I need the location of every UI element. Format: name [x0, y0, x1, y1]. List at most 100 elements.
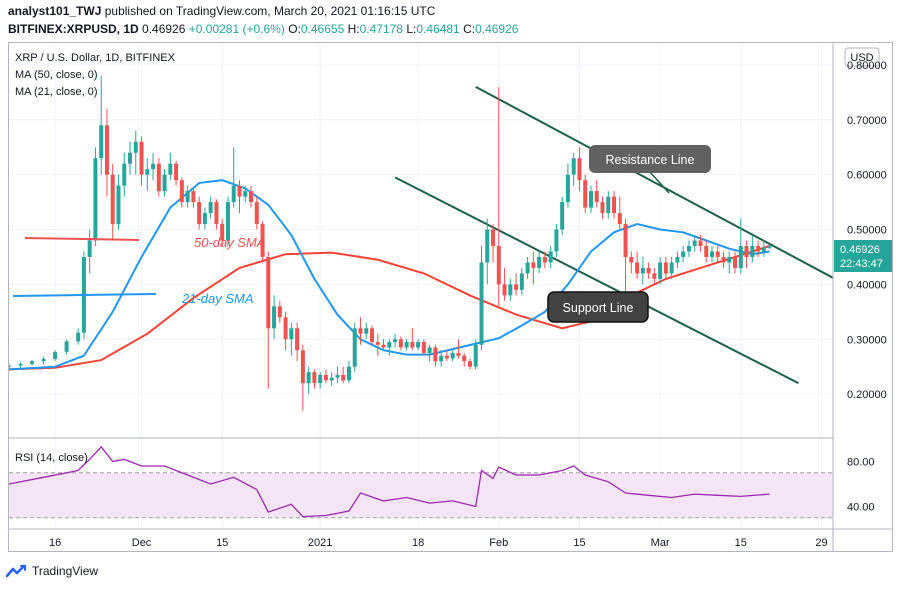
candle-body [318, 374, 323, 384]
sma50-marker-line [24, 237, 140, 241]
candle-body [179, 180, 184, 203]
time-axis[interactable]: 16 Dec 15 2021 18 Feb 15 Mar 15 29 [49, 537, 828, 549]
author-name[interactable]: analyst101_TWJ [8, 4, 102, 18]
price-tick-label: 0.80000 [847, 60, 887, 72]
time-tick-label: 2021 [308, 537, 332, 549]
candle-body [738, 245, 743, 268]
candle-body [346, 366, 351, 381]
candle-body [479, 262, 484, 345]
candle-body [600, 202, 605, 214]
price-change: +0.00281 (+0.6%) [188, 22, 285, 36]
candle-body [41, 359, 46, 362]
footer-brand[interactable]: TradingView [32, 564, 99, 578]
candle-body [266, 256, 271, 329]
candle-body [560, 202, 565, 230]
candle-body [323, 374, 328, 381]
candle-body [352, 328, 357, 367]
sma50-annotation: 50-day SMA [194, 235, 266, 250]
rsi-tick-label: 80.00 [847, 457, 875, 469]
candle-body [370, 328, 375, 342]
candle-body [715, 251, 720, 257]
price-axis[interactable]: 0.80000 0.70000 0.60000 0.50000 0.40000 0.300… [847, 60, 887, 401]
candle-body [675, 256, 680, 263]
chart-frame: XRP / U.S. Dollar, 1D, BITFINEX MA (50, … [7, 42, 893, 552]
candle-body [404, 341, 409, 348]
candle-body [450, 352, 455, 359]
candle-body [243, 191, 248, 197]
time-tick-label: 18 [412, 537, 424, 549]
high-label: H: [347, 22, 360, 36]
candle-body [225, 202, 230, 241]
time-tick-label: 16 [49, 537, 61, 549]
candle-body [393, 339, 398, 342]
candle-body [295, 328, 300, 351]
candle-body [312, 372, 317, 384]
candle-body [260, 224, 265, 257]
candle-body [588, 191, 593, 208]
candle-body [617, 213, 622, 225]
candles [7, 75, 772, 411]
tradingview-logo-icon[interactable] [6, 564, 28, 578]
candle-body [554, 229, 559, 252]
candle-body [761, 247, 766, 252]
sma21-annotation: 21-day SMA [181, 291, 254, 306]
candle-body [594, 191, 599, 203]
candle-body [433, 347, 438, 362]
rsi-band-fill [9, 472, 833, 518]
candle-body [208, 202, 213, 214]
candle-body [727, 256, 732, 263]
open-label: O: [288, 22, 301, 36]
candle-body [704, 245, 709, 257]
currency-label: USD [850, 52, 873, 64]
low-value: 0.46481 [416, 22, 460, 36]
candle-body [104, 125, 109, 175]
footer: TradingView [6, 564, 98, 578]
resistance-pointer [648, 170, 670, 194]
price-chart[interactable]: XRP / U.S. Dollar, 1D, BITFINEX MA (50, … [7, 43, 892, 551]
candle-body [525, 262, 530, 274]
candle-body [18, 363, 23, 366]
candle-body [87, 240, 92, 257]
last-price-badge [834, 240, 892, 272]
ma50-legend: MA (50, close, 0) [15, 69, 98, 81]
candle-body [387, 341, 392, 348]
rsi-tick-label: 40.00 [847, 502, 875, 514]
candle-body [122, 163, 127, 186]
support-label: Support Line [563, 301, 634, 315]
candle-body [640, 267, 645, 274]
chart-title: XRP / U.S. Dollar, 1D, BITFINEX [15, 52, 176, 64]
candle-body [502, 284, 507, 296]
candle-body [174, 163, 179, 181]
candle-body [485, 229, 490, 263]
candle-body [410, 341, 415, 348]
candle-body [583, 180, 588, 208]
candle-body [99, 125, 104, 159]
candle-body [76, 332, 81, 342]
candle-body [335, 374, 340, 378]
candle-body [612, 196, 617, 214]
currency-badge[interactable] [844, 47, 880, 67]
candle-body [491, 229, 496, 246]
time-tick-label: 15 [735, 537, 747, 549]
candle-body [214, 202, 219, 225]
candle-body [151, 163, 156, 170]
candle-body [156, 163, 161, 192]
candle-body [542, 256, 547, 263]
candle-body [197, 202, 202, 225]
candle-body [444, 355, 449, 359]
candle-body [709, 251, 714, 257]
time-tick-label: 15 [216, 537, 228, 549]
symbol-label: BITFINEX:XRPUSD, 1D [8, 22, 139, 36]
candle-body [168, 163, 173, 175]
candle-body [635, 262, 640, 274]
candle-body [375, 341, 380, 345]
candle-body [398, 339, 403, 348]
candle-body [231, 185, 236, 203]
price-tick-label: 0.40000 [847, 279, 887, 291]
high-value: 0.47178 [359, 22, 403, 36]
price-tick-label: 0.60000 [847, 170, 887, 182]
candle-body [456, 352, 461, 356]
rsi-axis[interactable]: 80.00 40.00 [847, 457, 875, 514]
candle-body [358, 328, 363, 334]
resistance-label-box [589, 145, 711, 173]
